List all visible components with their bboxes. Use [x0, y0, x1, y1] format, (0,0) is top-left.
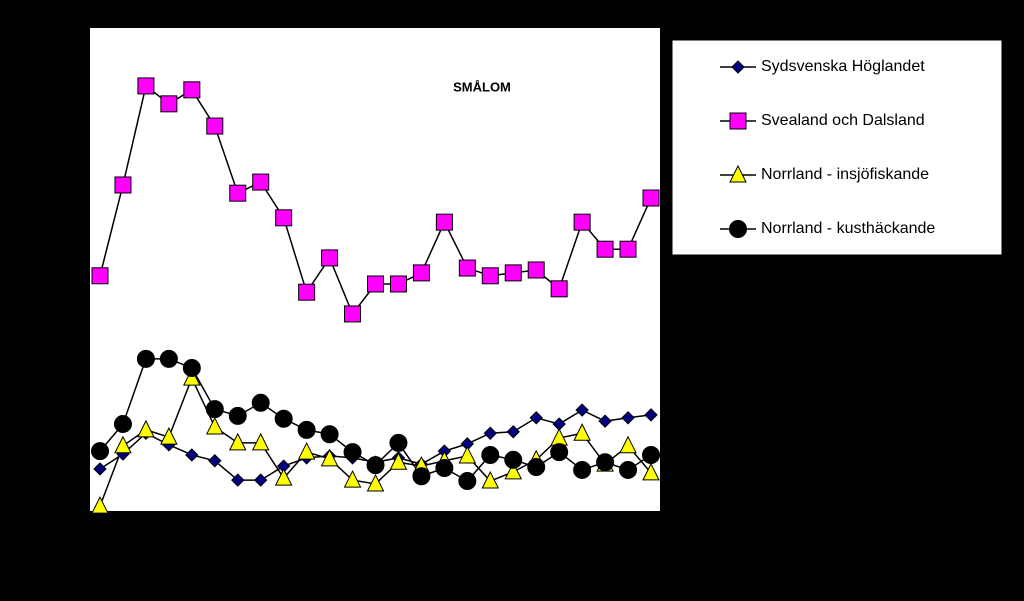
point [344, 305, 362, 323]
legend-marker [729, 164, 747, 183]
point [91, 267, 109, 285]
point [208, 454, 222, 468]
point [228, 406, 247, 425]
point [205, 400, 224, 419]
point [529, 411, 543, 425]
point [573, 460, 592, 479]
point [231, 473, 245, 487]
point [389, 433, 408, 452]
point [228, 432, 247, 451]
point [619, 240, 637, 258]
point [137, 77, 155, 95]
point [504, 450, 523, 469]
point [275, 209, 293, 227]
legend-marker [729, 220, 747, 238]
point [621, 411, 635, 425]
point [504, 461, 523, 480]
point [229, 184, 247, 202]
legend-label: Svealand och Dalsland [761, 112, 925, 129]
point [160, 426, 178, 445]
plot-area [90, 28, 660, 511]
point [504, 264, 522, 282]
legend-label: Norrland - insjöfiskande [761, 166, 929, 183]
point [389, 275, 407, 293]
point [298, 283, 316, 301]
point [343, 443, 362, 462]
point [644, 408, 658, 422]
point [412, 467, 431, 486]
point [435, 213, 453, 231]
point [274, 409, 293, 428]
point [458, 259, 476, 277]
point [366, 456, 385, 475]
point [274, 468, 293, 486]
point [412, 264, 430, 282]
point [619, 435, 637, 454]
point [343, 469, 362, 488]
point [435, 459, 454, 478]
legend-marker [729, 112, 747, 130]
legend-marker [731, 60, 745, 74]
point [642, 462, 660, 481]
point [160, 95, 178, 113]
point [252, 173, 270, 191]
point [182, 359, 201, 378]
point [93, 462, 107, 476]
point [458, 445, 477, 464]
point [575, 403, 589, 417]
point [389, 452, 408, 470]
point [297, 420, 316, 439]
point [367, 275, 384, 293]
point [483, 426, 497, 440]
point [321, 249, 339, 267]
point [550, 443, 569, 462]
point [550, 280, 568, 298]
point [91, 496, 109, 514]
point [113, 415, 132, 434]
point [642, 189, 660, 207]
point [596, 240, 614, 258]
point [506, 425, 520, 439]
legend-label: Sydsvenska Höglandet [761, 58, 925, 75]
point [619, 460, 638, 479]
point [320, 448, 339, 467]
point [114, 176, 132, 194]
point [206, 117, 224, 135]
point [596, 453, 615, 472]
point [481, 445, 500, 464]
point [598, 414, 612, 428]
point [159, 349, 178, 368]
point [91, 442, 109, 461]
point [251, 393, 270, 412]
point [573, 213, 591, 231]
point [527, 261, 545, 279]
legend-label: Norrland - kusthäckande [761, 220, 935, 237]
point [114, 435, 132, 454]
point [254, 473, 268, 487]
point [183, 81, 201, 99]
point [320, 425, 339, 444]
point [573, 423, 591, 441]
point [481, 267, 499, 285]
point [527, 458, 546, 477]
point [137, 419, 155, 438]
point [458, 472, 477, 491]
point [185, 448, 199, 462]
point [205, 416, 224, 435]
point [642, 445, 660, 464]
chart-title: SMÅLOM [453, 79, 511, 94]
point [481, 470, 500, 489]
point [183, 368, 201, 386]
legend [671, 39, 1003, 256]
point [136, 349, 155, 368]
point [251, 432, 270, 451]
point [297, 441, 316, 460]
point [366, 473, 385, 492]
